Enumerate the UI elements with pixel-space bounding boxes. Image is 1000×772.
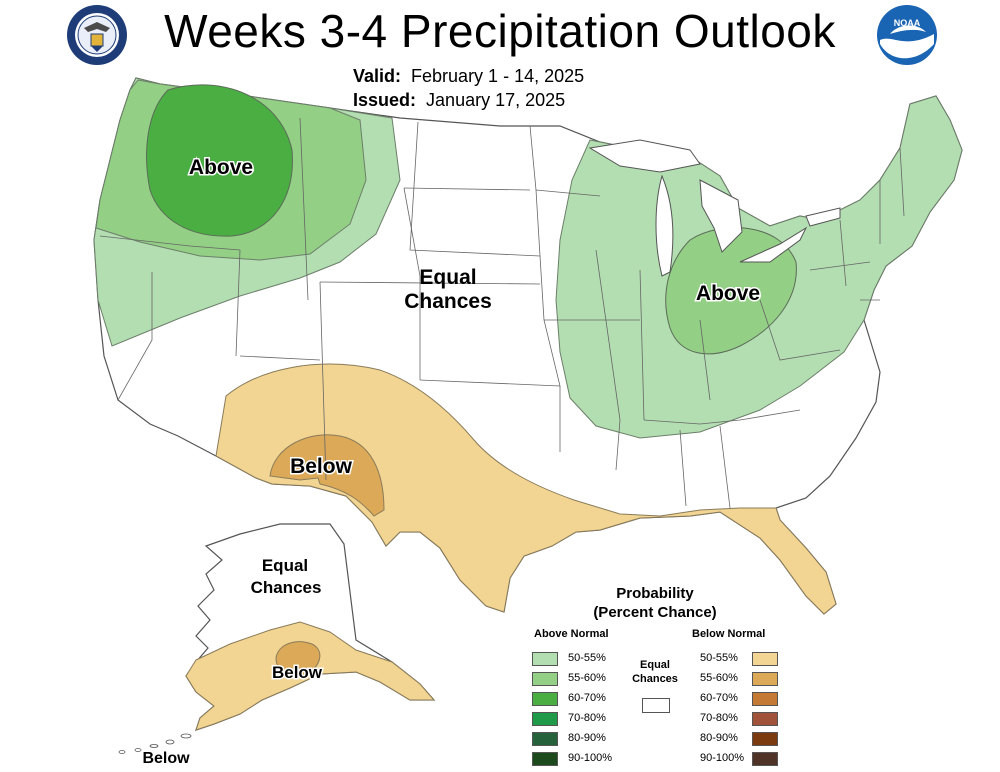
valid-label: Valid: <box>353 66 402 86</box>
legend-above-label: 60-70% <box>568 692 606 704</box>
legend-above-row: 90-100% <box>532 752 622 766</box>
label-above-east: Above <box>696 282 760 305</box>
state-boundaries <box>99 117 905 509</box>
noaa-logo-icon: NOAA <box>877 5 937 65</box>
legend-below-row: 80-90% <box>700 732 786 746</box>
legend-above-row: 50-55% <box>532 652 622 666</box>
legend-below-label: 55-60% <box>700 672 738 684</box>
below-55-60-south <box>269 434 385 517</box>
legend-above-row: 60-70% <box>532 692 622 706</box>
legend-below-row: 55-60% <box>700 672 786 686</box>
legend-above-swatch <box>532 752 558 766</box>
legend-equal-line1: Equal <box>640 659 670 671</box>
label-ak-equal-2: Chances <box>251 578 322 597</box>
issued-label: Issued: <box>353 90 417 110</box>
great-lakes <box>588 139 841 277</box>
legend-above-swatch <box>532 652 558 666</box>
legend-above-swatch <box>532 692 558 706</box>
legend-below-swatch <box>752 752 778 766</box>
legend-below-swatch <box>752 672 778 686</box>
label-below-sw: Below <box>290 455 353 478</box>
label-ak-below: Below <box>272 663 323 682</box>
label-equal-chances-1: Equal <box>419 266 476 289</box>
aleutian-islands <box>118 733 192 754</box>
legend-above-header: Above Normal <box>534 628 609 640</box>
legend-below-swatch <box>752 692 778 706</box>
label-equal-chances-2: Chances <box>404 290 492 313</box>
legend-title: Probability (Percent Chance) <box>530 584 780 622</box>
validity-block: Valid: February 1 - 14, 2025 Issued: Jan… <box>353 64 584 112</box>
legend-below-swatch <box>752 712 778 726</box>
legend-equal-swatch <box>642 698 670 713</box>
label-above-west: Above <box>189 156 253 179</box>
legend-above-label: 55-60% <box>568 672 606 684</box>
legend-above-label: 80-90% <box>568 732 606 744</box>
issued-date: January 17, 2025 <box>426 90 566 110</box>
legend-below-swatch <box>752 652 778 666</box>
valid-dates: February 1 - 14, 2025 <box>411 66 585 86</box>
above-60-70-west <box>146 84 293 237</box>
legend-above-label: 90-100% <box>568 752 613 764</box>
legend-above-swatch <box>532 712 558 726</box>
legend-above-swatch <box>532 672 558 686</box>
label-ak-below-sw: Below <box>142 750 190 767</box>
legend-above-label: 70-80% <box>568 712 606 724</box>
legend: Probability (Percent Chance) Above Norma… <box>530 584 790 772</box>
legend-below-row: 50-55% <box>700 652 786 666</box>
below-55-60-alaska <box>275 641 321 677</box>
legend-above-row: 80-90% <box>532 732 622 746</box>
legend-below-header: Below Normal <box>692 628 766 640</box>
svg-text:NOAA: NOAA <box>894 18 921 28</box>
legend-above-row: 55-60% <box>532 672 622 686</box>
legend-below-row: 60-70% <box>700 692 786 706</box>
legend-below-label: 90-100% <box>700 752 745 764</box>
label-ak-equal-1: Equal <box>262 556 308 575</box>
legend-equal-label: Equal Chances <box>622 658 688 686</box>
legend-below-label: 70-80% <box>700 712 738 724</box>
legend-title-line2: (Percent Chance) <box>593 604 717 621</box>
doc-seal-icon <box>67 5 127 65</box>
legend-below-swatch <box>752 732 778 746</box>
legend-above-row: 70-80% <box>532 712 622 726</box>
legend-title-line1: Probability <box>616 585 694 602</box>
legend-below-label: 60-70% <box>700 692 738 704</box>
legend-above-label: 50-55% <box>568 652 606 664</box>
legend-below-label: 50-55% <box>700 652 738 664</box>
legend-above-swatch <box>532 732 558 746</box>
below-50-55-alaska <box>185 621 436 731</box>
below-50-55-south <box>215 363 837 615</box>
legend-below-row: 90-100% <box>700 752 786 766</box>
legend-below-row: 70-80% <box>700 712 786 726</box>
legend-below-label: 80-90% <box>700 732 738 744</box>
legend-equal-line2: Chances <box>632 673 678 685</box>
map-title: Weeks 3-4 Precipitation Outlook <box>164 5 836 57</box>
